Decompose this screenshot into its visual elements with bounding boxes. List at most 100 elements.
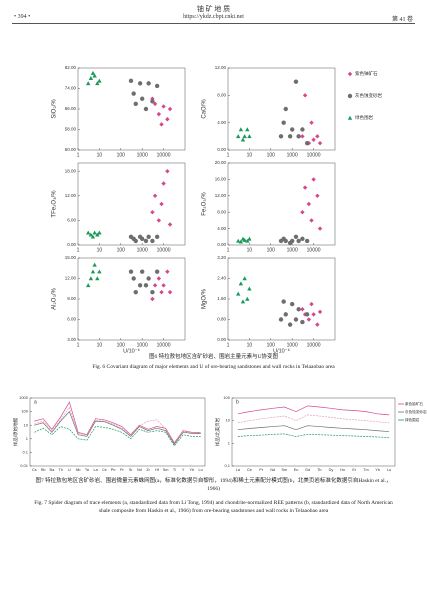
point [238, 127, 244, 132]
x-tick-label: Cs [32, 468, 37, 472]
plot-frame [227, 67, 336, 151]
point [143, 106, 149, 112]
point [283, 312, 288, 317]
y-tick-label: 0.00 [67, 242, 76, 247]
y-tick-label: 74.00 [65, 86, 77, 91]
x-tick-label: 10000 [157, 342, 171, 348]
point [146, 234, 151, 239]
y-tick-label: 9.00 [67, 296, 76, 301]
point [302, 185, 308, 190]
point [159, 122, 164, 127]
y-tick-label: 58.00 [65, 127, 77, 132]
point [242, 237, 247, 242]
y-tick-label: 12.00 [65, 276, 77, 281]
point [281, 120, 286, 125]
point [300, 210, 305, 215]
point [309, 120, 314, 125]
x-tick-label: Ti [173, 468, 176, 472]
x-tick-label: Sm [163, 468, 169, 472]
point [88, 276, 94, 281]
y-tick-label: 1 [228, 440, 231, 445]
point [300, 319, 305, 325]
point [347, 93, 353, 99]
point [317, 309, 323, 315]
x-tick-label: Dy [329, 468, 334, 472]
point [247, 286, 252, 291]
series-line [237, 433, 390, 438]
point [304, 140, 310, 146]
point [245, 238, 250, 243]
point [236, 238, 241, 243]
plot-frame [231, 397, 396, 467]
point [133, 289, 138, 295]
y-tick-label: 0.1 [22, 449, 28, 454]
x-tick-label: Rb [41, 468, 46, 472]
panel-label: a [34, 399, 37, 405]
x-tick-label: Tb [317, 468, 321, 472]
y-tick-label: 12.00 [215, 65, 227, 70]
point [90, 269, 96, 274]
point [309, 218, 314, 223]
point [311, 312, 316, 317]
x-tick-label: 10 [247, 247, 253, 253]
y-tick-label: 0.00 [217, 147, 226, 152]
x-tick-label: 1 [227, 247, 230, 253]
series-line [34, 406, 201, 445]
y-tick-label: 2.40 [217, 276, 226, 281]
x-tick-label: Pb [111, 468, 116, 472]
x-tick-label: 10 [97, 247, 103, 253]
legend-label: 灰色蚀变砂岩 [405, 409, 427, 414]
series-line [237, 414, 390, 424]
y-tick-label: 12.00 [65, 193, 77, 198]
x-tick-label: Pr [120, 468, 125, 472]
point [238, 239, 244, 244]
point [347, 115, 353, 120]
point [278, 134, 284, 139]
x-tick-label: Sr [129, 468, 134, 472]
point [133, 101, 138, 107]
y-tick-label: 18.00 [65, 168, 77, 173]
point [86, 81, 91, 86]
point [137, 81, 143, 86]
x-tick-label: 1 [227, 342, 230, 348]
point [287, 322, 293, 327]
point [296, 307, 301, 312]
series-line [34, 401, 201, 444]
point [304, 312, 310, 317]
x-tick-label: La [236, 468, 241, 472]
fig7-caption-cn: 图7 特拉敖包地区含矿砂岩、围岩微量元素蛛网图(a，标准化数据引自黎彤，1994… [35, 478, 392, 492]
y-tick-label: 3.20 [217, 255, 226, 260]
x-tick-label: 1 [77, 342, 80, 348]
y-tick-label: 12.00 [215, 193, 227, 198]
point [150, 238, 155, 244]
y-tick-label: 0.01 [20, 463, 29, 468]
y-tick-label: 50.00 [65, 147, 77, 152]
point [140, 269, 145, 274]
x-tick-label: 10 [247, 342, 253, 348]
point [240, 299, 246, 304]
y-tick-label: 4.00 [217, 120, 226, 125]
y-axis-label: Fe₂O₃/% [202, 192, 208, 216]
point [300, 236, 305, 242]
y-axis-label: Al₂O₃/% [52, 287, 58, 309]
x-tick-label: 10000 [157, 247, 171, 253]
point [143, 283, 149, 288]
point [156, 276, 162, 281]
x-tick-label: 10 [97, 152, 103, 158]
x-tick-label: 10 [247, 152, 253, 158]
y-tick-label: 10 [24, 422, 29, 427]
point [311, 177, 316, 182]
point [150, 296, 155, 302]
point [317, 140, 323, 146]
point [156, 111, 162, 117]
point [152, 283, 158, 288]
point [315, 134, 320, 139]
point [167, 289, 173, 295]
legend-label: 绿色围岩 [405, 417, 420, 422]
x-tick-label: 1000 [287, 247, 298, 253]
y-axis-label: MgO/% [202, 288, 208, 309]
x-tick-label: Ce [247, 468, 252, 472]
point [88, 232, 94, 237]
point [156, 218, 162, 223]
plot-frame [29, 397, 206, 467]
